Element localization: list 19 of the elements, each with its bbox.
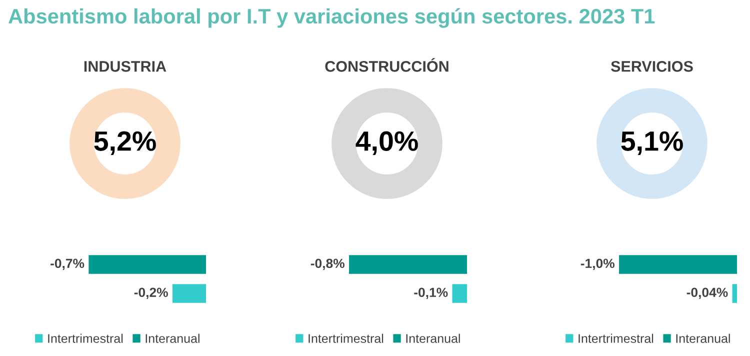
data-label: -1,0% <box>580 258 614 270</box>
legend-label: Interanual <box>146 334 200 343</box>
legend-label: Intertrimestral <box>578 334 654 343</box>
legend-label: Interanual <box>676 334 730 343</box>
legend-label: Interanual <box>406 334 460 343</box>
chart-title: INDUSTRIA <box>84 61 166 72</box>
data-label: -0,1% <box>414 288 448 299</box>
chart-title: CONSTRUCCIÓN <box>325 58 448 72</box>
legend-label: Intertrimestral <box>48 334 123 343</box>
data-label: -0,04% <box>686 288 728 299</box>
legend-label: Intertrimestral <box>308 334 384 343</box>
data-label: -0,2% <box>134 288 168 299</box>
data-label: -0,8% <box>310 258 344 270</box>
text: Absentismo laboral por I.T y variaciones según sectores. 2023 T1 <box>8 8 655 28</box>
data-label: -0,7% <box>50 258 84 270</box>
chart-title: SERVICIOS <box>610 61 693 72</box>
text: 4,0% <box>356 131 418 155</box>
text: 5,2% <box>94 131 156 155</box>
text: 5,1% <box>621 131 683 155</box>
